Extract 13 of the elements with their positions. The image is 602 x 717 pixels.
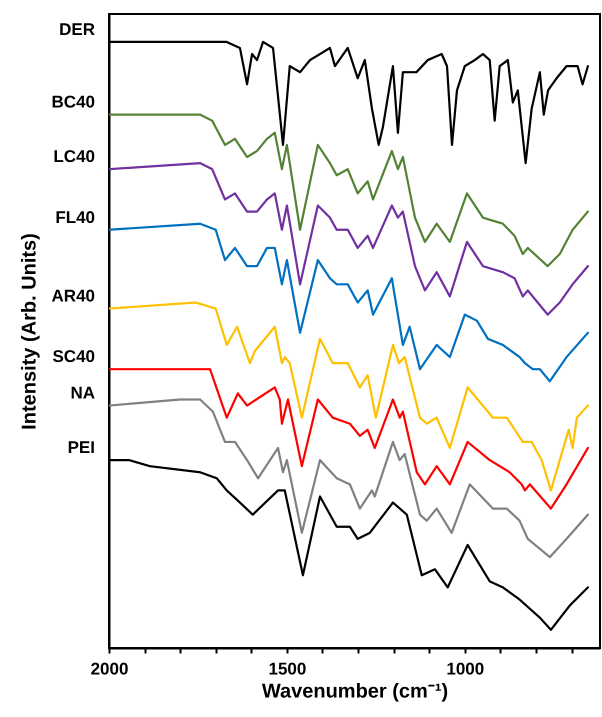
x-tick-label: 1000 — [446, 660, 484, 678]
series-label: AR40 — [52, 286, 95, 306]
series-label: LC40 — [53, 147, 95, 166]
series-label: SC40 — [52, 347, 95, 366]
series-label: DER — [59, 20, 95, 39]
series-label: BC40 — [52, 92, 95, 112]
series-label: PEI — [68, 438, 95, 458]
x-tick-label: 2000 — [90, 660, 128, 678]
series-label: NA — [70, 384, 95, 403]
x-axis-title: Wavenumber (cm⁻¹) — [262, 680, 448, 702]
x-tick-label: 1500 — [268, 660, 306, 678]
y-axis-title: Intensity (Arb. Units) — [18, 233, 40, 430]
series-label: FL40 — [55, 208, 95, 227]
